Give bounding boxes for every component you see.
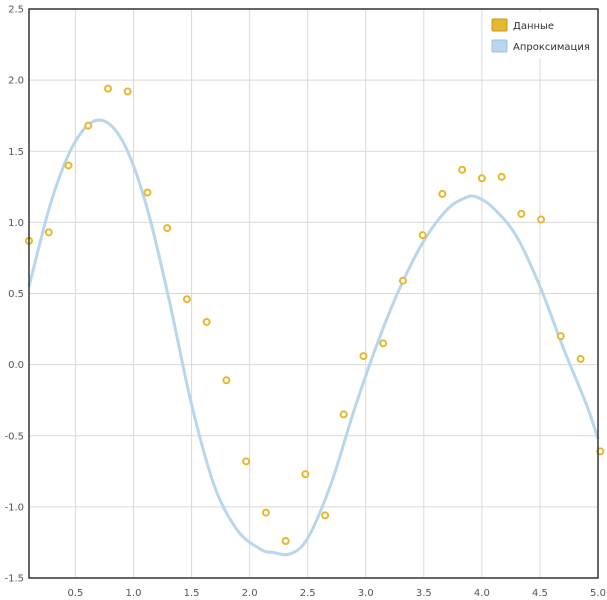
legend-label-fit: Апроксимация [513,42,590,53]
legend-item-data[interactable]: Данные [491,18,554,32]
x-tick-label: 4.0 [474,588,490,599]
y-tick-label: 2.5 [8,5,24,16]
x-tick-label: 3.5 [416,588,432,599]
x-tick-label: 2.5 [300,588,316,599]
data-point [261,508,270,517]
x-tick-label: 0.5 [67,588,83,599]
x-tick-label: 1.5 [184,588,200,599]
data-point [143,188,152,197]
data-point [556,332,565,341]
data-point [84,121,93,130]
data-point [398,276,407,285]
series-data [25,84,605,546]
data-point [438,189,447,198]
x-tick-label: 2.0 [242,588,258,599]
x-tick-label: 5.0 [590,588,606,599]
y-tick-label: -0.5 [4,431,24,442]
data-point [202,317,211,326]
data-point [64,161,73,170]
data-point [44,228,53,237]
x-tick-label: 4.5 [532,588,548,599]
y-axis: -1.5 -1.0 -0.5 0.0 0.5 1.0 1.5 2.0 2.5 [4,5,24,585]
x-tick-label: 3.0 [358,588,374,599]
data-point [537,215,546,224]
data-point [242,457,251,466]
y-tick-label: -1.0 [4,502,24,513]
data-point [281,537,290,546]
legend-swatch-fit [491,39,508,53]
legend: Данные Апроксимация [484,12,594,58]
y-tick-label: 2.0 [8,76,24,87]
data-point [497,172,506,181]
y-tick-label: -1.5 [4,574,24,585]
fit-curve [27,118,600,557]
data-point [103,84,112,93]
y-tick-label: 0.0 [8,360,24,371]
data-point [517,209,526,218]
data-point [123,87,132,96]
data-point [418,231,427,240]
data-point [321,511,330,520]
legend-swatch-data [491,18,508,32]
grid [29,9,598,578]
plot-frame [28,8,599,579]
data-point [477,174,486,183]
data-point [359,352,368,361]
x-axis: 0.5 1.0 1.5 2.0 2.5 3.0 3.5 4.0 4.5 5.0 [67,588,605,599]
legend-item-fit[interactable]: Апроксимация [491,39,590,53]
legend-label-data: Данные [513,21,554,32]
y-tick-label: 1.5 [8,147,24,158]
data-point [222,376,231,385]
data-point [379,339,388,348]
x-tick-label: 1.0 [126,588,142,599]
y-tick-label: 0.5 [8,289,24,300]
data-point [301,470,310,479]
y-tick-label: 1.0 [8,218,24,229]
data-point [458,165,467,174]
data-point [576,354,585,363]
data-point [339,410,348,419]
data-point [182,295,191,304]
data-point [163,224,172,233]
series-fit [27,118,600,557]
